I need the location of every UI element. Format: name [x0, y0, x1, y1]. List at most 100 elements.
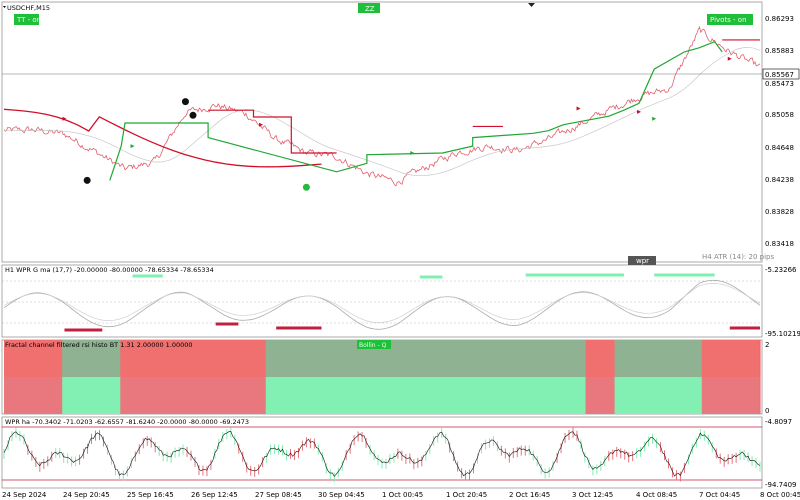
histogram-bar-bottom: [643, 377, 674, 414]
green-trend-line: [109, 40, 723, 181]
price-label: 0.83418: [765, 240, 794, 248]
wpr-scale-top: -5.23266: [765, 266, 797, 274]
wpr-ha-scale-bottom: -94.7409: [765, 481, 796, 489]
price-label: 0.85473: [765, 80, 794, 88]
signal-arrow-icon: [130, 144, 135, 149]
svg-text:Pivots - on: Pivots - on: [710, 16, 747, 24]
time-label: 30 Sep 04:45: [318, 491, 365, 499]
fractal-marker-icon: [181, 98, 189, 106]
wpr-tab[interactable]: wpr: [628, 256, 656, 265]
signal-arrow-icon: [410, 150, 415, 155]
wpr-pane-frame: [1, 264, 763, 338]
fractal-badge[interactable]: Bollin - Q: [357, 340, 391, 349]
time-label: 8 Oct 00:45: [760, 491, 800, 499]
histogram-bar-bottom: [440, 377, 470, 414]
histogram-bar-bottom: [469, 377, 499, 414]
histogram-bar-top: [265, 340, 296, 377]
price-label: 0.86293: [765, 15, 794, 23]
histogram-bar-top: [672, 340, 703, 377]
histogram-bar-top: [527, 340, 558, 377]
histogram-bar-bottom: [207, 377, 238, 414]
histogram-bar-bottom: [527, 377, 558, 414]
time-label: 1 Oct 20:45: [446, 491, 487, 499]
signal-arrow-icon: [637, 109, 642, 114]
fractal-scale-bottom: 0: [765, 407, 769, 415]
time-label: 7 Oct 04:45: [699, 491, 740, 499]
histogram-bar-top: [33, 340, 63, 377]
histogram-bar-bottom: [672, 377, 703, 414]
histogram-bar-bottom: [62, 377, 92, 414]
histogram-bar-bottom: [701, 377, 732, 414]
current-price-label: 0.85567: [765, 71, 794, 79]
svg-text:TT - on: TT - on: [16, 16, 41, 24]
histogram-bar-top: [469, 340, 499, 377]
time-label: 26 Sep 12:45: [191, 491, 238, 499]
fractal-pane-title: Fractal channel filtered rsi histo BT 1.…: [5, 341, 193, 349]
time-label: 3 Oct 12:45: [572, 491, 613, 499]
pivots-badge[interactable]: Pivots - on: [707, 14, 753, 25]
histogram-bar-top: [120, 340, 150, 377]
histogram-bar-bottom: [730, 377, 761, 414]
wpr-layer: [2, 273, 762, 332]
fractal-scale-top: 2: [765, 341, 769, 349]
histogram-bar-bottom: [352, 377, 383, 414]
price-label: 0.84238: [765, 176, 794, 184]
wpr-ha-line: [3, 430, 761, 477]
histogram-bar-top: [236, 340, 267, 377]
svg-text:wpr: wpr: [636, 257, 649, 265]
signal-arrow-icon: [62, 116, 67, 121]
histogram-bar-bottom: [4, 377, 34, 414]
main-pane-frame: [1, 1, 763, 263]
symbol-title: USDCHF,M15: [7, 4, 50, 12]
time-label: 24 Sep 20:45: [63, 491, 110, 499]
price-line: [3, 25, 761, 187]
histogram-bar-top: [294, 340, 325, 377]
time-label: 1 Oct 00:45: [382, 491, 423, 499]
price-label: 0.84648: [765, 144, 794, 152]
main-layer: [3, 25, 761, 191]
red-trend-line: [3, 108, 322, 168]
histogram-bar-bottom: [585, 377, 616, 414]
red-step-line: [208, 109, 337, 154]
time-label: 2 Oct 16:45: [509, 491, 550, 499]
histogram-bar-top: [498, 340, 528, 377]
histogram-bar-bottom: [265, 377, 296, 414]
histogram-bar-top: [149, 340, 180, 377]
histogram-bar-bottom: [323, 377, 354, 414]
window-dropdown-icon[interactable]: [528, 3, 535, 7]
histogram-bar-top: [323, 340, 354, 377]
histogram-bar-bottom: [91, 377, 121, 414]
zz-badge[interactable]: ZZ: [358, 3, 380, 13]
moving-average-line: [4, 47, 761, 177]
price-label: 0.85058: [765, 111, 794, 119]
wpr-scale-bottom: -95.10219: [765, 330, 800, 338]
fractal-marker-icon: [302, 183, 310, 191]
signal-arrow-icon: [576, 106, 581, 111]
time-label: 4 Oct 08:45: [636, 491, 677, 499]
wpr-ha-pane-frame: [1, 416, 763, 489]
histogram-bar-top: [440, 340, 470, 377]
histogram-bar-bottom: [33, 377, 63, 414]
histogram-bar-top: [701, 340, 732, 377]
tt-badge[interactable]: TT - on: [14, 14, 41, 25]
histogram-bar-bottom: [614, 377, 645, 414]
wpr-pane-title: H1 WPR G ma (17,7) -20.00000 -80.00000 -…: [5, 266, 214, 274]
signal-arrow-icon: [652, 116, 657, 121]
wpr-ha-layer: [2, 426, 762, 483]
histogram-bar-top: [62, 340, 92, 377]
fractal-marker-icon: [189, 111, 197, 119]
signal-arrow-icon: [259, 122, 264, 127]
svg-text:Bollin - Q: Bollin - Q: [359, 342, 387, 349]
histogram-bar-top: [4, 340, 34, 377]
wpr-ma-line: [3, 283, 761, 323]
histogram-bar-top: [91, 340, 121, 377]
histogram-bar-top: [178, 340, 209, 377]
symbol-dropdown-icon[interactable]: [3, 6, 6, 8]
histogram-bar-top: [585, 340, 616, 377]
wpr-ha-scale-top: -4.8097: [765, 418, 792, 426]
current-price-box: [762, 68, 800, 80]
atr-label: H4 ATR (14): 20 pips: [702, 253, 774, 261]
time-label: 24 Sep 2024: [2, 491, 47, 499]
histogram-bar-top: [614, 340, 645, 377]
